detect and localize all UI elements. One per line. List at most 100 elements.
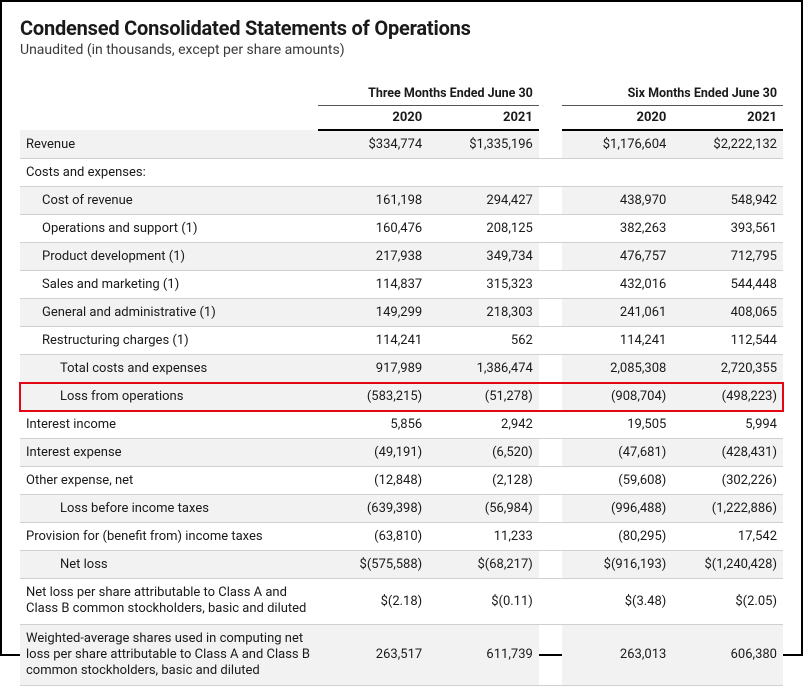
row-label: Operations and support (1)	[20, 215, 318, 243]
cell-value: 544,448	[672, 271, 783, 299]
row-label: Costs and expenses:	[20, 159, 318, 187]
row-cost-of-revenue: Cost of revenue 161,198 294,427 438,970 …	[20, 187, 783, 215]
row-total-costs: Total costs and expenses 917,989 1,386,4…	[20, 355, 783, 383]
row-label: Weighted-average shares used in computin…	[20, 624, 318, 686]
row-loss-before-tax: Loss before income taxes (639,398) (56,9…	[20, 495, 783, 523]
cell-value: 208,125	[428, 215, 539, 243]
row-label: Total costs and expenses	[20, 355, 318, 383]
cell-value: (908,704)	[562, 383, 673, 411]
cell-value: 160,476	[318, 215, 429, 243]
cell-value: $(1,240,428)	[672, 551, 783, 579]
cell-value: 263,517	[318, 624, 429, 686]
cell-value: 606,380	[672, 624, 783, 686]
row-label: General and administrative (1)	[20, 299, 318, 327]
cell-value: (2,128)	[428, 467, 539, 495]
cell-value: (12,848)	[318, 467, 429, 495]
cell-value: (428,431)	[672, 439, 783, 467]
cell-value: (6,520)	[428, 439, 539, 467]
cell-value: 114,837	[318, 271, 429, 299]
cell-value: 114,241	[318, 327, 429, 355]
year-col-4: 2021	[672, 106, 783, 131]
row-label: Cost of revenue	[20, 187, 318, 215]
cell-value: $(0.11)	[428, 579, 539, 625]
cell-value: 2,720,355	[672, 355, 783, 383]
cell-value: $1,335,196	[428, 130, 539, 159]
cell-value: 2,942	[428, 411, 539, 439]
cell-value: $(3.48)	[562, 579, 673, 625]
cell-value: 161,198	[318, 187, 429, 215]
year-col-2: 2021	[428, 106, 539, 131]
cell-value: 438,970	[562, 187, 673, 215]
cell-value: 393,561	[672, 215, 783, 243]
row-label: Product development (1)	[20, 243, 318, 271]
cell-value: 408,065	[672, 299, 783, 327]
cell-value: 349,734	[428, 243, 539, 271]
cell-value: 11,233	[428, 523, 539, 551]
cell-value: 294,427	[428, 187, 539, 215]
row-revenue: Revenue $334,774 $1,335,196 $1,176,604 $…	[20, 130, 783, 159]
cell-value: $1,176,604	[562, 130, 673, 159]
cell-value: (63,810)	[318, 523, 429, 551]
row-sales-marketing: Sales and marketing (1) 114,837 315,323 …	[20, 271, 783, 299]
row-weighted-shares: Weighted-average shares used in computin…	[20, 624, 783, 686]
cell-value: 149,299	[318, 299, 429, 327]
cell-value: 712,795	[672, 243, 783, 271]
cell-value: 217,938	[318, 243, 429, 271]
cell-value: 382,263	[562, 215, 673, 243]
statement-frame: Condensed Consolidated Statements of Ope…	[0, 0, 803, 656]
row-loss-from-operations: Loss from operations (583,215) (51,278) …	[20, 383, 783, 411]
row-tax-provision: Provision for (benefit from) income taxe…	[20, 523, 783, 551]
row-label: Revenue	[20, 130, 318, 159]
cell-value: 2,085,308	[562, 355, 673, 383]
cell-value: 562	[428, 327, 539, 355]
row-label: Net loss	[20, 551, 318, 579]
cell-value: (59,608)	[562, 467, 673, 495]
row-label: Loss from operations	[20, 383, 318, 411]
cell-value: (80,295)	[562, 523, 673, 551]
row-eps: Net loss per share attributable to Class…	[20, 579, 783, 625]
period-1-header: Three Months Ended June 30	[318, 80, 539, 106]
cell-value: 1,386,474	[428, 355, 539, 383]
cell-value: 5,856	[318, 411, 429, 439]
page-title: Condensed Consolidated Statements of Ope…	[20, 16, 783, 40]
cell-value: $(916,193)	[562, 551, 673, 579]
row-label: Provision for (benefit from) income taxe…	[20, 523, 318, 551]
row-interest-expense: Interest expense (49,191) (6,520) (47,68…	[20, 439, 783, 467]
cell-value: (996,488)	[562, 495, 673, 523]
cell-value: $(2.05)	[672, 579, 783, 625]
year-col-3: 2020	[562, 106, 673, 131]
row-ops-support: Operations and support (1) 160,476 208,1…	[20, 215, 783, 243]
row-label: Restructuring charges (1)	[20, 327, 318, 355]
row-label: Interest income	[20, 411, 318, 439]
cell-value: 432,016	[562, 271, 673, 299]
year-col-1: 2020	[318, 106, 429, 131]
cell-value: 315,323	[428, 271, 539, 299]
cell-value: 5,994	[672, 411, 783, 439]
cell-value: (51,278)	[428, 383, 539, 411]
cell-value: 114,241	[562, 327, 673, 355]
row-net-loss: Net loss $(575,588) $(68,217) $(916,193)…	[20, 551, 783, 579]
cell-value: $334,774	[318, 130, 429, 159]
row-general-admin: General and administrative (1) 149,299 2…	[20, 299, 783, 327]
row-label: Interest expense	[20, 439, 318, 467]
cell-value: (49,191)	[318, 439, 429, 467]
cell-value: 17,542	[672, 523, 783, 551]
row-label: Net loss per share attributable to Class…	[20, 579, 318, 625]
cell-value: (56,984)	[428, 495, 539, 523]
row-label: Other expense, net	[20, 467, 318, 495]
cell-value: 112,544	[672, 327, 783, 355]
cell-value: $2,222,132	[672, 130, 783, 159]
cell-value: 241,061	[562, 299, 673, 327]
row-costs-header: Costs and expenses:	[20, 159, 783, 187]
cell-value: (302,226)	[672, 467, 783, 495]
table-header-periods: Three Months Ended June 30 Six Months En…	[20, 80, 783, 106]
row-other-expense: Other expense, net (12,848) (2,128) (59,…	[20, 467, 783, 495]
cell-value: $(2.18)	[318, 579, 429, 625]
cell-value: (47,681)	[562, 439, 673, 467]
table-header-years: 2020 2021 2020 2021	[20, 106, 783, 131]
row-label: Loss before income taxes	[20, 495, 318, 523]
row-restructuring: Restructuring charges (1) 114,241 562 11…	[20, 327, 783, 355]
cell-value: (1,222,886)	[672, 495, 783, 523]
financial-table: Three Months Ended June 30 Six Months En…	[20, 80, 783, 686]
cell-value: 548,942	[672, 187, 783, 215]
